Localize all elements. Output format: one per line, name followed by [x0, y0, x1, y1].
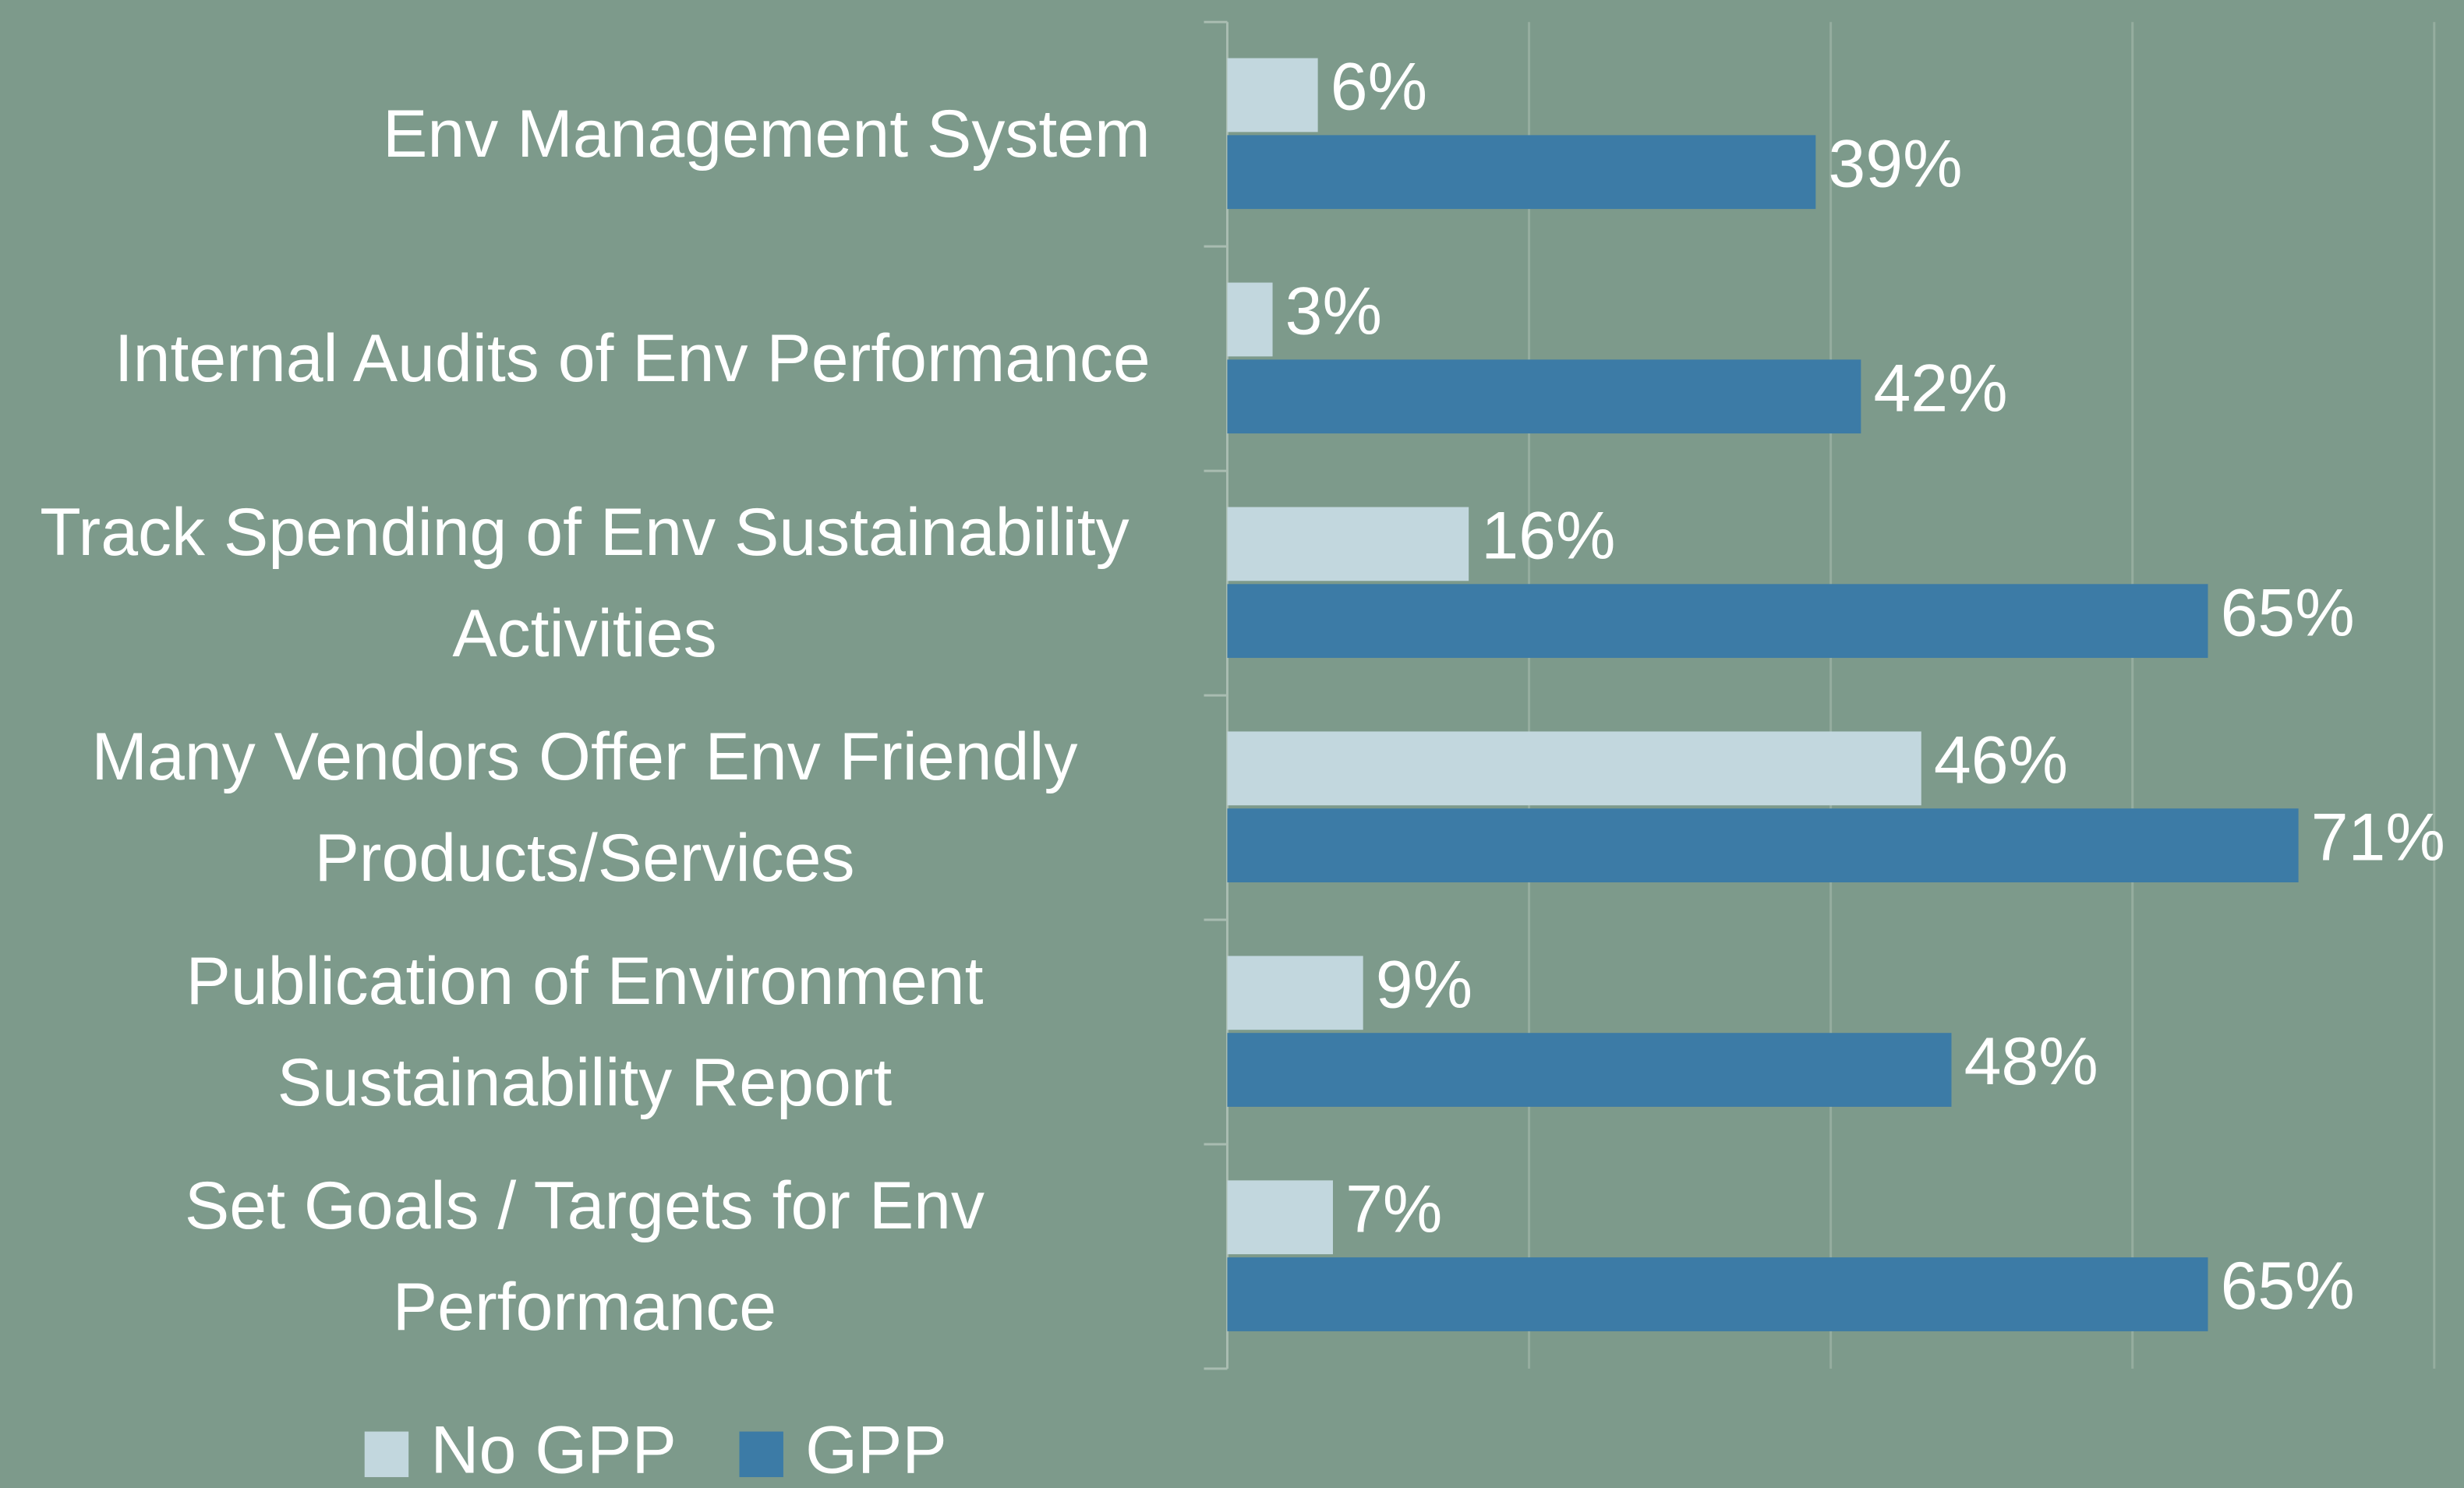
bar	[1227, 1257, 2208, 1331]
data-label: 3%	[1285, 274, 1382, 349]
legend-label: GPP	[805, 1413, 947, 1488]
bar	[1227, 956, 1363, 1030]
category-label: Publication of Environment Sustainabilit…	[186, 944, 984, 1120]
bar	[1227, 507, 1469, 581]
data-label: 71%	[2311, 800, 2445, 875]
legend-swatch	[364, 1431, 409, 1478]
bar	[1227, 58, 1318, 133]
data-label: 42%	[1873, 351, 2007, 426]
bar	[1227, 359, 1861, 434]
bar	[1227, 584, 2208, 659]
data-label: 6%	[1331, 50, 1427, 125]
data-label: 65%	[2221, 1249, 2355, 1324]
category-label: Env Management System	[383, 97, 1151, 172]
category-label: Internal Audits of Env Performance	[114, 321, 1151, 397]
data-label: 39%	[1828, 126, 1962, 201]
category-label: Track Spending of Env Sustainability Act…	[40, 495, 1129, 672]
bar	[1227, 135, 1816, 210]
data-label: 46%	[1934, 723, 2068, 798]
category-label: Many Vendors Offer Env Friendly Products…	[91, 719, 1078, 896]
bar	[1227, 1033, 1952, 1107]
bar	[1227, 1180, 1333, 1255]
category-label: Set Goals / Targets for Env Performance	[184, 1168, 985, 1345]
legend-swatch	[739, 1431, 783, 1478]
data-label: 9%	[1376, 947, 1472, 1022]
bar	[1227, 731, 1921, 806]
data-label: 65%	[2221, 575, 2355, 650]
bar	[1227, 282, 1273, 357]
data-label: 7%	[1345, 1172, 1442, 1246]
data-label: 48%	[1964, 1024, 2098, 1099]
bar	[1227, 808, 2299, 882]
data-label: 16%	[1481, 499, 1615, 574]
legend-label: No GPP	[430, 1413, 676, 1488]
